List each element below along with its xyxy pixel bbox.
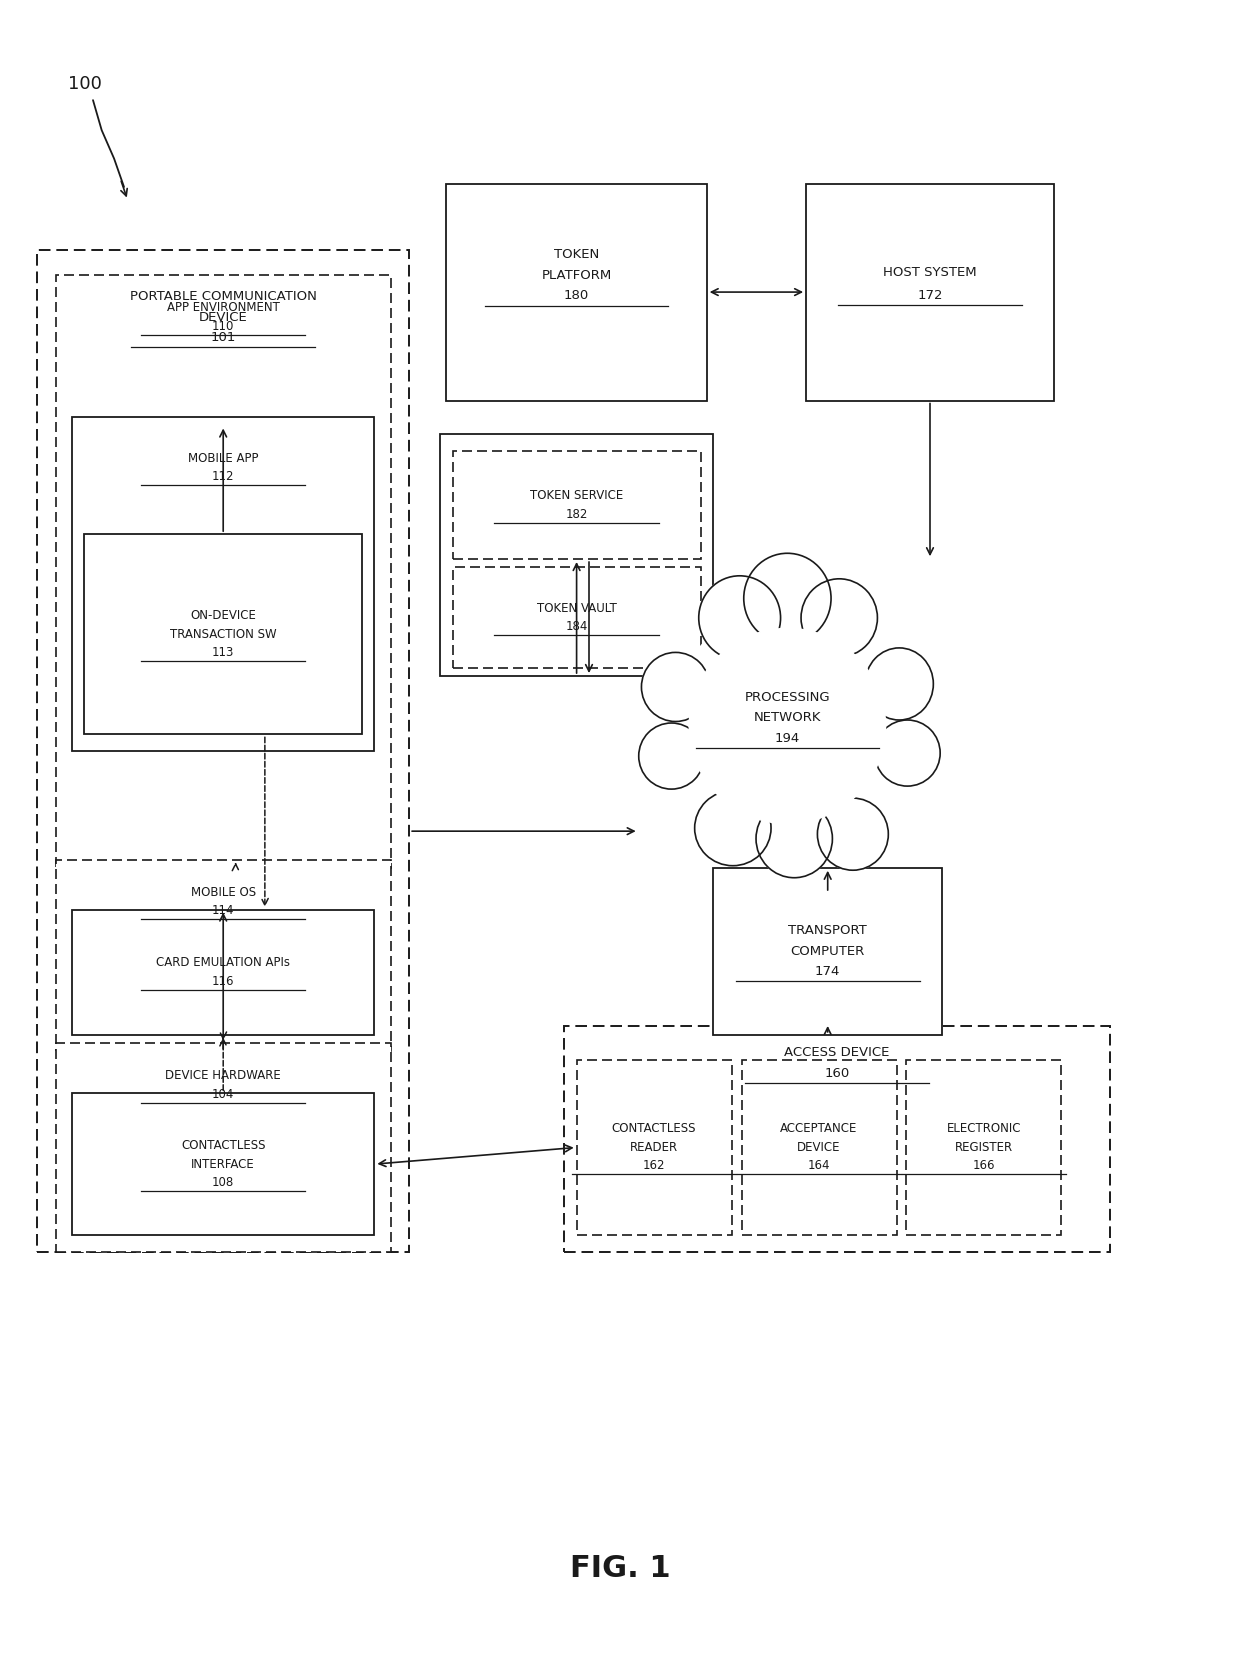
- Text: PLATFORM: PLATFORM: [542, 269, 611, 282]
- Text: 172: 172: [918, 289, 942, 302]
- Bar: [906, 1060, 1061, 1235]
- Text: 108: 108: [212, 1177, 234, 1188]
- Bar: [56, 1043, 391, 1252]
- Text: DEVICE: DEVICE: [797, 1142, 841, 1153]
- Ellipse shape: [639, 723, 704, 789]
- Ellipse shape: [689, 628, 885, 824]
- Text: READER: READER: [630, 1142, 678, 1153]
- Text: 110: 110: [212, 320, 234, 332]
- Text: ACCEPTANCE: ACCEPTANCE: [780, 1123, 858, 1135]
- Text: TOKEN VAULT: TOKEN VAULT: [537, 603, 616, 614]
- Bar: [577, 1060, 732, 1235]
- Text: 184: 184: [565, 621, 588, 633]
- Text: 114: 114: [212, 905, 234, 916]
- Text: 162: 162: [642, 1160, 666, 1172]
- Text: ON-DEVICE: ON-DEVICE: [190, 609, 257, 623]
- Text: CONTACTLESS: CONTACTLESS: [181, 1140, 265, 1152]
- Text: HOST SYSTEM: HOST SYSTEM: [883, 265, 977, 279]
- Bar: [446, 184, 707, 401]
- Text: 113: 113: [212, 646, 234, 659]
- Bar: [37, 250, 409, 1252]
- Text: DEVICE HARDWARE: DEVICE HARDWARE: [165, 1070, 281, 1082]
- Text: 182: 182: [565, 507, 588, 521]
- Bar: [742, 1060, 897, 1235]
- Text: 174: 174: [815, 965, 841, 978]
- Text: CARD EMULATION APIs: CARD EMULATION APIs: [156, 956, 290, 970]
- Text: PORTABLE COMMUNICATION: PORTABLE COMMUNICATION: [130, 290, 316, 304]
- Ellipse shape: [744, 554, 831, 644]
- Text: TRANSPORT: TRANSPORT: [789, 925, 867, 938]
- Text: ELECTRONIC: ELECTRONIC: [946, 1123, 1022, 1135]
- Ellipse shape: [801, 579, 878, 658]
- Text: COMPUTER: COMPUTER: [791, 945, 864, 958]
- Bar: [453, 451, 701, 559]
- Text: DEVICE: DEVICE: [198, 310, 248, 324]
- Bar: [72, 1093, 374, 1235]
- Text: FIG. 1: FIG. 1: [569, 1554, 671, 1584]
- Text: APP ENVIRONMENT: APP ENVIRONMENT: [166, 302, 280, 314]
- Bar: [56, 275, 391, 868]
- Text: 112: 112: [212, 471, 234, 482]
- Bar: [564, 1026, 1110, 1252]
- Ellipse shape: [817, 798, 888, 870]
- Text: 116: 116: [212, 975, 234, 988]
- Ellipse shape: [874, 719, 940, 786]
- Text: 160: 160: [825, 1066, 849, 1080]
- Text: 164: 164: [807, 1160, 831, 1172]
- Ellipse shape: [699, 576, 781, 659]
- Text: 180: 180: [564, 289, 589, 302]
- Bar: [72, 910, 374, 1035]
- Bar: [72, 417, 374, 751]
- Text: 166: 166: [972, 1160, 996, 1172]
- Text: PROCESSING: PROCESSING: [744, 691, 831, 704]
- Bar: [56, 860, 391, 1051]
- Text: MOBILE OS: MOBILE OS: [191, 886, 255, 898]
- Text: TRANSACTION SW: TRANSACTION SW: [170, 628, 277, 641]
- Ellipse shape: [866, 648, 934, 719]
- Text: TOKEN SERVICE: TOKEN SERVICE: [529, 489, 624, 502]
- Text: TOKEN: TOKEN: [554, 249, 599, 262]
- Text: NETWORK: NETWORK: [754, 711, 821, 724]
- Text: REGISTER: REGISTER: [955, 1142, 1013, 1153]
- Text: 194: 194: [775, 731, 800, 744]
- Ellipse shape: [694, 791, 771, 866]
- Text: ACCESS DEVICE: ACCESS DEVICE: [785, 1046, 889, 1060]
- Text: 101: 101: [211, 330, 236, 344]
- Text: 104: 104: [212, 1088, 234, 1100]
- Ellipse shape: [756, 799, 832, 878]
- Bar: [440, 434, 713, 676]
- Bar: [806, 184, 1054, 401]
- Ellipse shape: [672, 606, 903, 846]
- Bar: [84, 534, 362, 734]
- Bar: [453, 567, 701, 668]
- Text: MOBILE APP: MOBILE APP: [188, 452, 258, 464]
- Ellipse shape: [641, 653, 709, 721]
- Bar: [713, 868, 942, 1035]
- Text: INTERFACE: INTERFACE: [191, 1158, 255, 1170]
- Text: 100: 100: [68, 75, 102, 93]
- Text: CONTACTLESS: CONTACTLESS: [611, 1123, 697, 1135]
